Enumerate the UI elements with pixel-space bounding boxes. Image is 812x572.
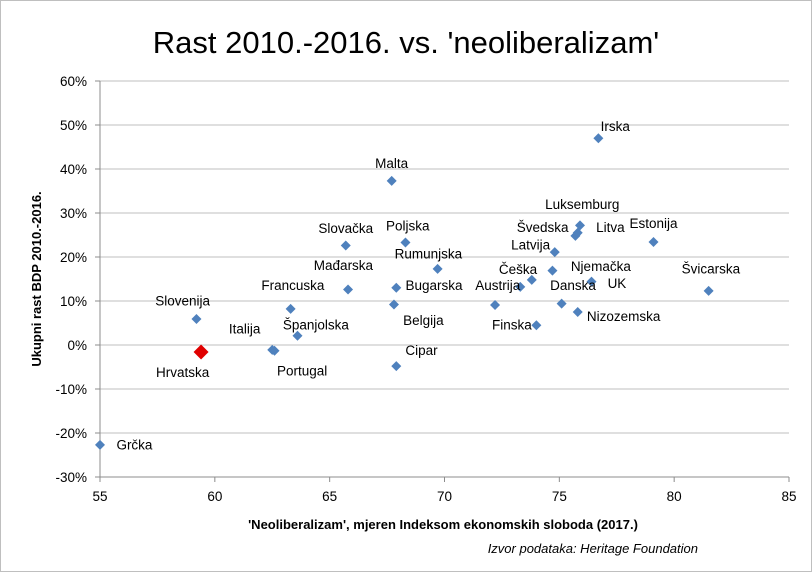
x-tick-label: 80 xyxy=(667,489,682,504)
point-label: Mađarska xyxy=(314,258,374,273)
axes xyxy=(95,80,790,482)
data-point xyxy=(515,281,526,292)
y-tick-label: 50% xyxy=(60,118,87,133)
point-label: Austrija xyxy=(475,278,521,293)
data-point xyxy=(391,282,402,293)
y-tick-label: -30% xyxy=(55,470,87,485)
point-label: Češka xyxy=(499,262,538,277)
chart-title: Rast 2010.-2016. vs. 'neoliberalizam' xyxy=(153,25,659,60)
point-label: Hrvatska xyxy=(156,365,210,380)
y-tick-label: 0% xyxy=(67,338,87,353)
data-point xyxy=(285,303,296,314)
x-tick-label: 75 xyxy=(552,489,567,504)
data-point xyxy=(400,237,411,248)
x-axis-label: 'Neoliberalizam', mjeren Indeksom ekonom… xyxy=(248,517,638,532)
point-label: Litva xyxy=(596,220,625,235)
point-label: Francuska xyxy=(261,278,325,293)
point-label: Portugal xyxy=(277,363,327,378)
data-point xyxy=(572,307,583,317)
data-point xyxy=(388,299,399,310)
point-label: Grčka xyxy=(116,437,152,452)
point-label: Poljska xyxy=(386,219,430,234)
data-point xyxy=(292,330,303,341)
y-axis-label: Ukupni rast BDP 2010.-2016. xyxy=(29,191,44,366)
y-tick-label: -10% xyxy=(55,382,87,397)
x-tick-label: 65 xyxy=(322,489,337,504)
y-tick-labels: -30% -20% -10% 0% 10% 20% 30% 40% 50% 60% xyxy=(55,74,87,485)
data-point xyxy=(343,284,354,295)
data-point xyxy=(648,237,659,248)
point-label: Belgija xyxy=(403,313,444,328)
data-point xyxy=(572,227,583,238)
x-tick-label: 70 xyxy=(437,489,452,504)
data-point xyxy=(391,361,402,372)
y-tick-label: -20% xyxy=(55,426,87,441)
data-point xyxy=(340,240,351,251)
point-label: Rumunjska xyxy=(395,246,463,261)
point-label: Malta xyxy=(375,156,409,171)
y-tick-label: 20% xyxy=(60,250,87,265)
data-point xyxy=(556,298,567,309)
x-tick-label: 85 xyxy=(781,489,796,504)
data-point xyxy=(269,345,280,356)
point-label: Irska xyxy=(601,119,631,134)
y-tick-label: 40% xyxy=(60,162,87,177)
point-label: Bugarska xyxy=(405,278,463,293)
y-tick-label: 60% xyxy=(60,74,87,89)
point-labels: Irska Malta Luksemburg Švedska Litva Estonija… xyxy=(116,119,740,452)
point-label: Slovačka xyxy=(318,221,373,236)
data-point xyxy=(531,320,542,331)
data-point xyxy=(386,175,397,186)
data-point xyxy=(703,285,714,296)
data-point xyxy=(547,265,558,276)
point-label: Švedska xyxy=(517,220,569,235)
data-point xyxy=(575,220,586,231)
point-label: Latvija xyxy=(511,238,551,253)
data-point xyxy=(526,274,537,285)
point-label: Cipar xyxy=(405,343,438,358)
gridlines xyxy=(100,80,789,478)
point-label: Danska xyxy=(550,278,596,293)
point-label: Njemačka xyxy=(571,259,632,274)
data-point xyxy=(586,276,597,287)
point-label: Španjolska xyxy=(283,318,350,333)
data-point xyxy=(432,263,443,274)
data-point xyxy=(193,344,209,360)
point-label: Slovenija xyxy=(155,293,210,308)
data-point xyxy=(549,247,560,258)
point-label: Finska xyxy=(492,318,532,333)
x-tick-labels: 55 60 65 70 75 80 85 xyxy=(92,489,796,504)
point-label: UK xyxy=(608,276,627,291)
data-point xyxy=(191,314,202,325)
data-point xyxy=(593,133,604,144)
data-point xyxy=(95,439,105,450)
point-label: Italija xyxy=(229,322,261,337)
x-tick-label: 60 xyxy=(207,489,222,504)
point-label: Luksemburg xyxy=(545,197,619,212)
data-point xyxy=(490,299,501,310)
point-label: Estonija xyxy=(629,216,678,231)
point-label: Nizozemska xyxy=(587,309,661,324)
point-label: Švicarska xyxy=(682,262,741,277)
source-note: Izvor podataka: Heritage Foundation xyxy=(488,541,698,556)
y-tick-label: 30% xyxy=(60,206,87,221)
x-tick-label: 55 xyxy=(92,489,107,504)
data-points xyxy=(95,133,714,450)
y-tick-label: 10% xyxy=(60,294,87,309)
